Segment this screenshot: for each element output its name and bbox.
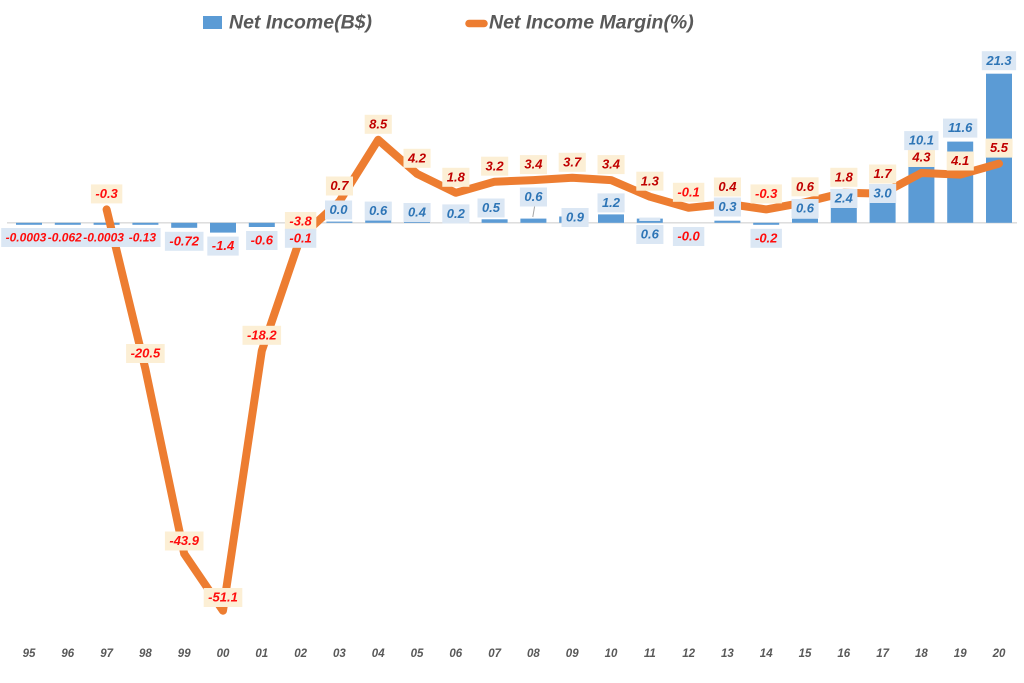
svg-text:4.3: 4.3 [911, 150, 931, 165]
svg-text:15: 15 [799, 648, 812, 660]
svg-text:0.6: 0.6 [641, 227, 660, 242]
svg-text:-18.2: -18.2 [247, 327, 277, 342]
svg-text:-0.062: -0.062 [48, 231, 82, 245]
svg-text:Net Income Margin(%): Net Income Margin(%) [489, 12, 694, 34]
svg-text:19: 19 [954, 648, 967, 660]
svg-text:16: 16 [837, 648, 850, 660]
svg-text:3.0: 3.0 [874, 186, 893, 201]
svg-text:-43.9: -43.9 [169, 533, 199, 548]
svg-text:20: 20 [992, 648, 1006, 660]
svg-text:03: 03 [333, 648, 346, 660]
svg-text:3.4: 3.4 [602, 157, 621, 172]
svg-text:1.8: 1.8 [447, 169, 466, 184]
svg-text:06: 06 [449, 648, 462, 660]
svg-text:11: 11 [644, 648, 656, 660]
svg-text:02: 02 [294, 648, 307, 660]
svg-text:0.4: 0.4 [408, 205, 427, 220]
svg-text:0.6: 0.6 [796, 201, 815, 216]
svg-text:18: 18 [915, 648, 928, 660]
svg-text:21.3: 21.3 [985, 53, 1012, 68]
svg-text:08: 08 [527, 648, 540, 660]
svg-text:4.1: 4.1 [950, 153, 969, 168]
svg-text:99: 99 [178, 648, 191, 660]
svg-text:97: 97 [100, 648, 113, 660]
svg-text:2.4: 2.4 [834, 191, 854, 206]
svg-text:-0.0003: -0.0003 [83, 231, 124, 245]
svg-text:0.7: 0.7 [330, 178, 349, 193]
svg-text:Net Income(B$): Net Income(B$) [229, 12, 372, 34]
svg-text:11.6: 11.6 [948, 120, 973, 135]
svg-text:12: 12 [682, 648, 695, 660]
svg-text:04: 04 [372, 648, 385, 660]
svg-text:07: 07 [488, 648, 501, 660]
svg-text:0.6: 0.6 [524, 189, 543, 204]
svg-text:17: 17 [876, 648, 889, 660]
svg-text:10.1: 10.1 [909, 133, 934, 148]
svg-text:-0.13: -0.13 [129, 231, 157, 245]
svg-text:-0.3: -0.3 [755, 186, 778, 201]
svg-text:1.7: 1.7 [874, 166, 893, 181]
svg-text:3.7: 3.7 [563, 154, 582, 169]
svg-text:3.4: 3.4 [524, 157, 543, 172]
svg-text:00: 00 [217, 648, 230, 660]
svg-text:10: 10 [605, 648, 618, 660]
svg-text:95: 95 [23, 648, 36, 660]
svg-text:0.6: 0.6 [369, 203, 388, 218]
svg-text:1.8: 1.8 [835, 169, 854, 184]
svg-text:0.3: 0.3 [718, 199, 737, 214]
svg-text:0.9: 0.9 [566, 210, 585, 225]
svg-text:4.2: 4.2 [407, 150, 427, 165]
svg-text:14: 14 [760, 648, 773, 660]
svg-text:98: 98 [139, 648, 152, 660]
svg-text:-51.1: -51.1 [208, 590, 238, 605]
svg-text:-0.1: -0.1 [289, 230, 311, 245]
svg-text:13: 13 [721, 648, 734, 660]
svg-text:-0.1: -0.1 [677, 184, 699, 199]
svg-text:-0.3: -0.3 [95, 186, 118, 201]
svg-text:01: 01 [255, 648, 268, 660]
svg-text:1.2: 1.2 [602, 195, 621, 210]
svg-text:3.2: 3.2 [486, 158, 505, 173]
svg-text:0.6: 0.6 [796, 179, 815, 194]
svg-text:05: 05 [411, 648, 424, 660]
svg-text:8.5: 8.5 [369, 116, 388, 131]
svg-text:0.0: 0.0 [329, 202, 348, 217]
svg-text:5.5: 5.5 [990, 140, 1009, 155]
svg-text:-0.0003: -0.0003 [6, 231, 47, 245]
svg-text:96: 96 [61, 648, 74, 660]
svg-text:0.5: 0.5 [482, 200, 501, 215]
svg-text:-0.2: -0.2 [755, 230, 778, 245]
svg-text:09: 09 [566, 648, 579, 660]
svg-text:-0.72: -0.72 [169, 233, 199, 248]
svg-text:-0.6: -0.6 [251, 233, 274, 248]
svg-text:0.2: 0.2 [447, 206, 466, 221]
svg-text:-20.5: -20.5 [131, 346, 161, 361]
svg-text:0.4: 0.4 [718, 179, 737, 194]
svg-text:-0.0: -0.0 [677, 229, 700, 244]
svg-text:-1.4: -1.4 [212, 238, 235, 253]
svg-text:1.3: 1.3 [641, 173, 660, 188]
svg-text:-3.8: -3.8 [289, 214, 312, 229]
